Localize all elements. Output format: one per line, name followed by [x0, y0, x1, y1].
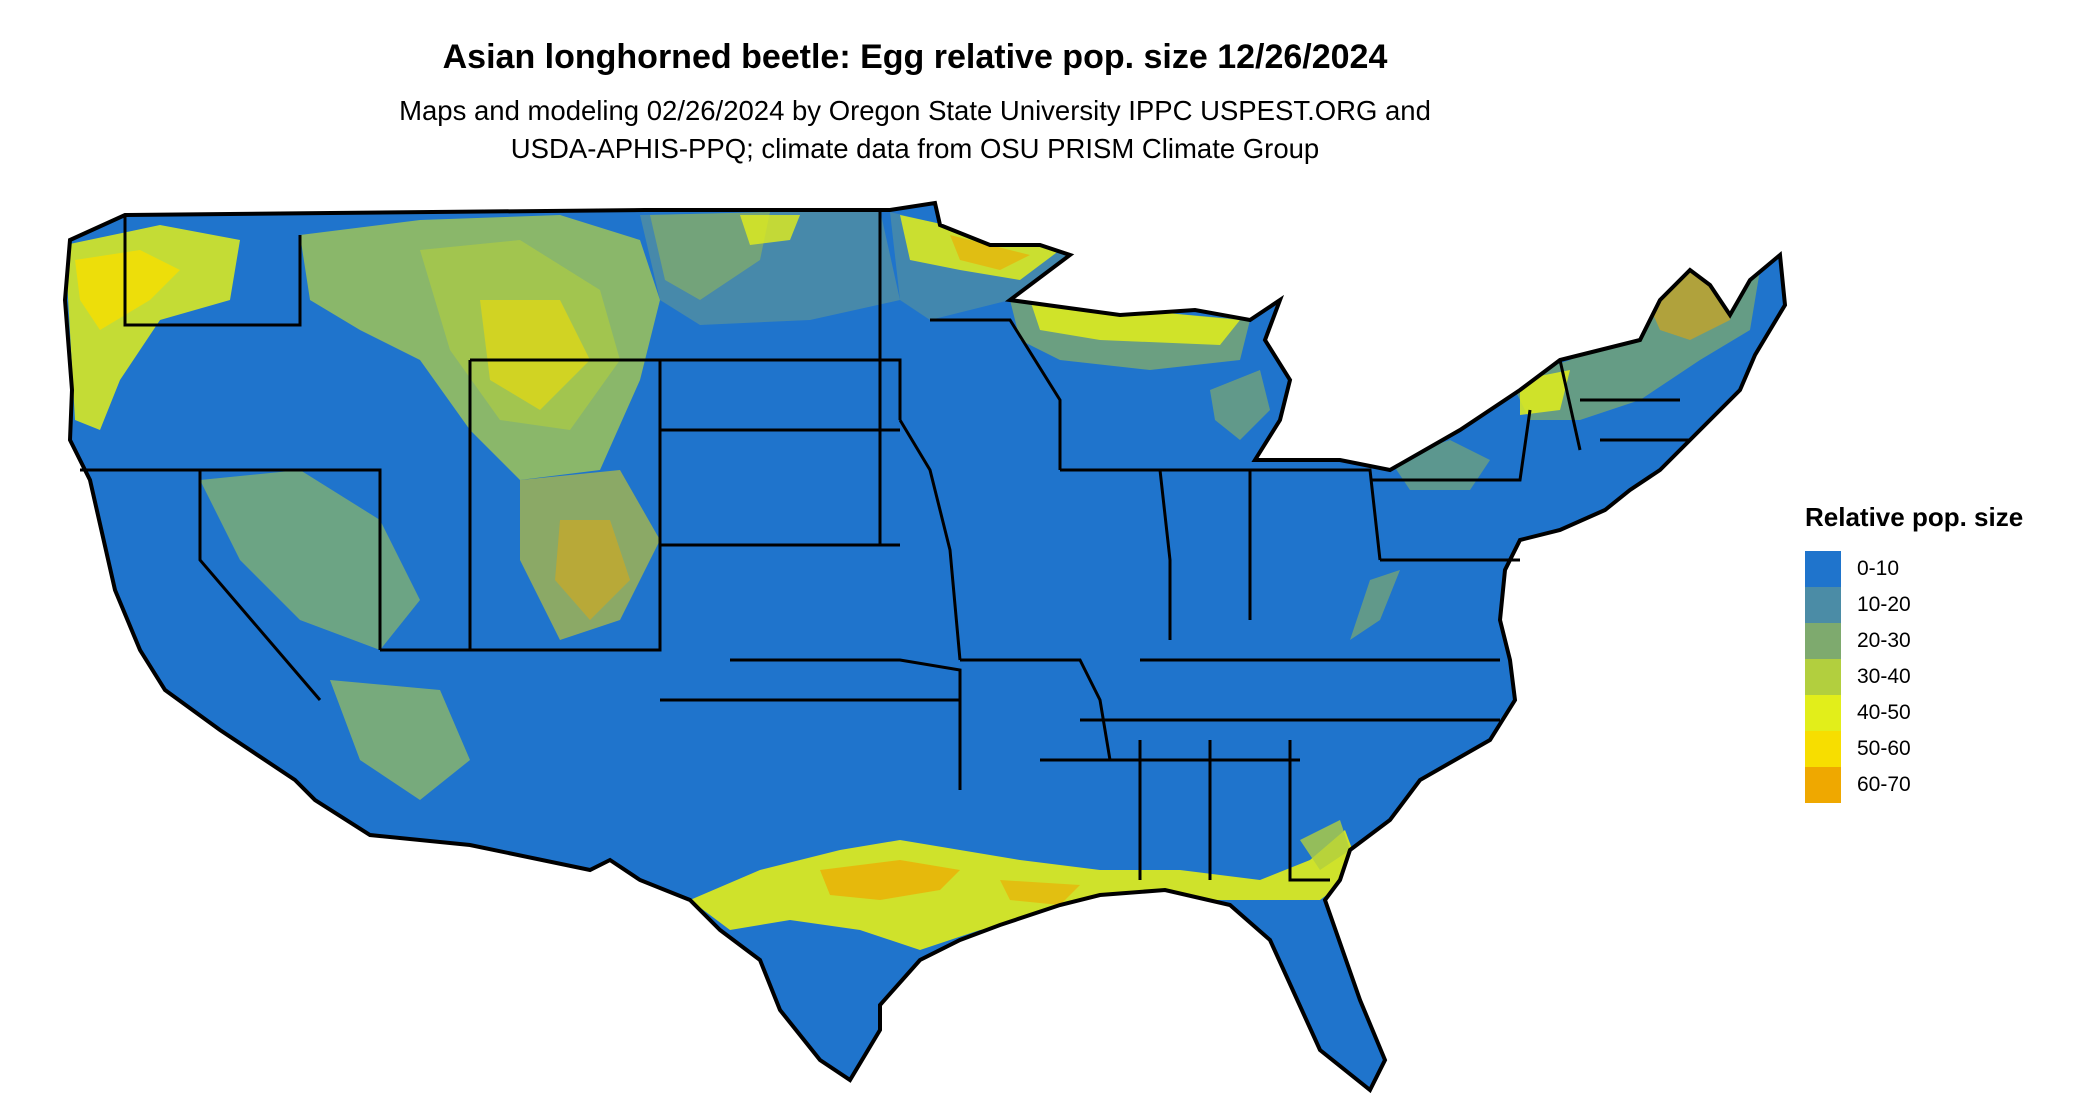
- legend-item: 50-60: [1805, 731, 2023, 767]
- subtitle-line-1: Maps and modeling 02/26/2024 by Oregon S…: [399, 95, 1431, 126]
- subtitle-line-2: USDA-APHIS-PPQ; climate data from OSU PR…: [510, 133, 1320, 164]
- population-overlay: [65, 210, 1760, 950]
- legend-item: 20-30: [1805, 623, 2023, 659]
- legend-label: 60-70: [1857, 773, 1911, 796]
- map-subtitle: Maps and modeling 02/26/2024 by Oregon S…: [0, 92, 1830, 168]
- state-borders: [80, 212, 1690, 882]
- legend: Relative pop. size 0-10 10-20 20-30 30-40 40…: [1805, 502, 2023, 803]
- legend-item: 0-10: [1805, 551, 2023, 587]
- legend-swatch: [1805, 659, 1841, 695]
- legend-items: 0-10 10-20 20-30 30-40 40-50 50-60 60-70: [1805, 551, 2023, 803]
- legend-label: 10-20: [1857, 593, 1911, 616]
- legend-swatch: [1805, 587, 1841, 623]
- legend-swatch: [1805, 731, 1841, 767]
- legend-item: 30-40: [1805, 659, 2023, 695]
- legend-label: 20-30: [1857, 629, 1911, 652]
- legend-item: 10-20: [1805, 587, 2023, 623]
- legend-label: 50-60: [1857, 737, 1911, 760]
- map-title: Asian longhorned beetle: Egg relative po…: [442, 38, 1388, 76]
- legend-item: 40-50: [1805, 695, 2023, 731]
- legend-label: 40-50: [1857, 701, 1911, 724]
- legend-label: 0-10: [1857, 557, 1900, 580]
- legend-item: 60-70: [1805, 767, 2023, 803]
- legend-swatch: [1805, 695, 1841, 731]
- legend-swatch: [1805, 623, 1841, 659]
- legend-label: 30-40: [1857, 665, 1911, 688]
- legend-title: Relative pop. size: [1805, 502, 2024, 532]
- legend-swatch: [1805, 767, 1841, 803]
- legend-swatch: [1805, 551, 1841, 587]
